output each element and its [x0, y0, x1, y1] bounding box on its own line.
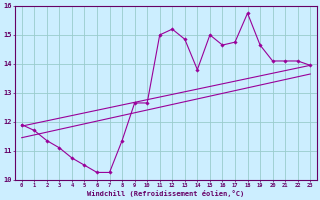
X-axis label: Windchill (Refroidissement éolien,°C): Windchill (Refroidissement éolien,°C) — [87, 190, 244, 197]
